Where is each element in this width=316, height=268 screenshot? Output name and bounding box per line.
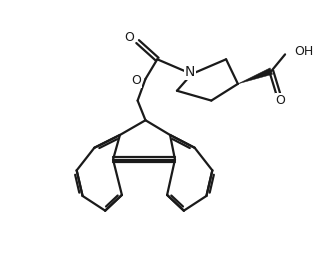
Text: OH: OH xyxy=(294,45,313,58)
Text: O: O xyxy=(124,31,134,44)
Text: O: O xyxy=(275,94,285,107)
Text: N: N xyxy=(185,65,195,79)
Polygon shape xyxy=(238,68,272,84)
Text: O: O xyxy=(132,75,142,87)
